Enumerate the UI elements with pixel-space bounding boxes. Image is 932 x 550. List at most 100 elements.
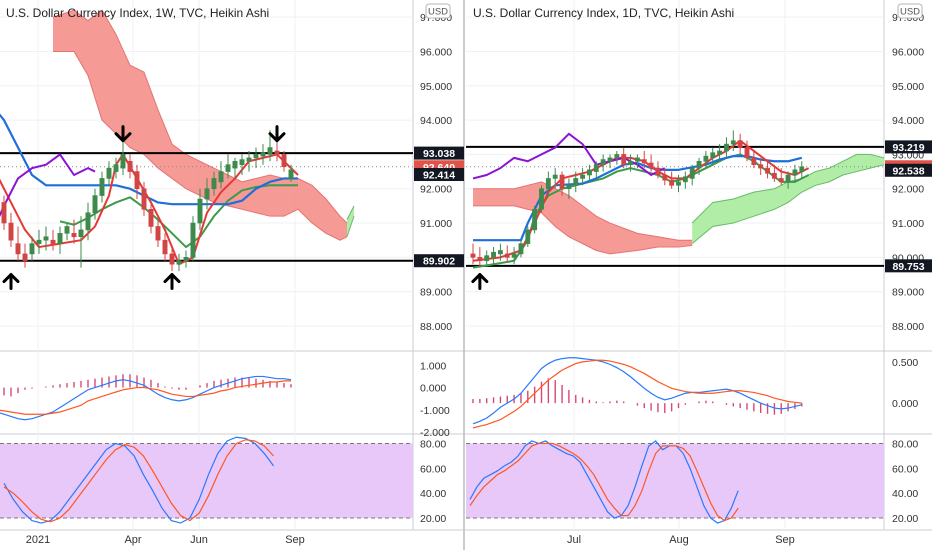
candle (737, 140, 743, 148)
y-tick-label: 95.000 (892, 81, 924, 93)
up-arrow-marker (163, 273, 181, 291)
candle (655, 167, 661, 176)
y-tick-label: 88.000 (892, 321, 924, 333)
candle (593, 164, 599, 172)
y-tick-label: 94.000 (420, 115, 452, 127)
candle (155, 226, 161, 241)
candle (552, 174, 558, 179)
macd-signal-line (472, 359, 802, 429)
ichimoku-cloud-bear (473, 181, 693, 254)
candle (662, 174, 668, 181)
candle (92, 195, 98, 214)
candle (648, 162, 654, 169)
candle (785, 174, 791, 183)
candle (724, 143, 729, 152)
plot-area (466, 130, 884, 291)
candle (600, 159, 606, 166)
currency-selector (897, 3, 923, 19)
candle (580, 174, 586, 179)
chart-panel-1: 88.00089.00090.00091.00092.00093.00094.0… (0, 0, 464, 546)
x-tick-label: Apr (124, 534, 141, 546)
x-tick-label: Jul (567, 534, 581, 546)
macd-pane (472, 357, 803, 429)
candle (113, 164, 119, 172)
macd-y-tick-label: 1.000 (420, 360, 446, 372)
stochastic-d-line (469, 442, 739, 522)
candle (232, 160, 238, 169)
candle (162, 239, 168, 255)
down-arrow-marker (268, 125, 286, 143)
y-tick-label: 88.000 (420, 321, 452, 333)
candle (477, 257, 483, 262)
candle (1, 202, 7, 224)
macd-y-tick-label: -1.000 (420, 405, 450, 417)
candle (778, 178, 784, 183)
candle (628, 160, 633, 166)
price-tag (414, 146, 464, 160)
macd-y-tick-label: 0.000 (892, 398, 918, 410)
candle (148, 209, 154, 227)
y-tick-label: 91.000 (892, 218, 924, 230)
candle (525, 229, 531, 244)
candle (239, 159, 245, 166)
candle (689, 167, 695, 179)
stochastic-pane (469, 440, 739, 524)
candle (717, 150, 723, 155)
chart-panel-2: 88.00089.00090.00091.00092.00093.00094.0… (466, 0, 932, 546)
y-tick-label: 96.000 (420, 46, 452, 58)
ichimoku-cloud-bull (692, 154, 884, 244)
stoch-y-tick-label: 20.00 (420, 513, 446, 525)
candle (281, 154, 287, 168)
candle (484, 255, 490, 262)
x-tick-label: Sep (775, 534, 795, 546)
macd-line (472, 357, 802, 425)
currency-selector (425, 3, 451, 19)
candle (497, 250, 503, 255)
candle (64, 226, 70, 234)
candle (134, 171, 140, 190)
stoch-y-tick-label: 20.00 (892, 513, 918, 525)
y-tick-label: 94.000 (892, 115, 924, 127)
candle (710, 152, 716, 159)
candle (225, 164, 231, 172)
price-tag-label: 89.753 (892, 261, 924, 273)
candle (703, 155, 709, 162)
candle (566, 184, 572, 190)
stoch-y-tick-label: 60.00 (420, 463, 446, 475)
candle (470, 253, 476, 258)
candle (71, 233, 77, 238)
candle (204, 188, 210, 200)
macd-y-tick-label: -2.000 (420, 427, 450, 439)
cloud-edge (346, 205, 355, 220)
candle (85, 212, 91, 231)
price-tag (414, 168, 464, 182)
candle (621, 154, 627, 166)
currency-label: USD (428, 7, 448, 18)
price-tag-label: 93.219 (892, 142, 924, 154)
y-tick-label: 89.000 (420, 287, 452, 299)
candle (197, 198, 203, 224)
kijun-sen-line (0, 113, 298, 206)
x-tick-label: Jun (190, 534, 208, 546)
price-tag-label: 92.538 (892, 165, 924, 177)
candle (218, 171, 224, 183)
candle (559, 174, 565, 190)
candle (267, 147, 273, 155)
y-tick-label: 92.000 (892, 184, 924, 196)
stochastic-band (466, 443, 884, 519)
y-tick-label: 96.000 (892, 46, 924, 58)
up-arrow-marker (2, 273, 20, 291)
candle (29, 243, 35, 255)
stoch-y-tick-label: 40.00 (420, 488, 446, 500)
candle (211, 178, 217, 190)
candle (176, 260, 182, 265)
macd-signal-line (0, 380, 291, 415)
cloud-edge (346, 216, 355, 237)
ichimoku-cloud-bear (53, 10, 347, 241)
candle (288, 169, 294, 179)
stoch-y-tick-label: 60.00 (892, 463, 918, 475)
chart-title: U.S. Dollar Currency Index, 1D, TVC, Hei… (473, 6, 734, 20)
candle (246, 157, 252, 162)
